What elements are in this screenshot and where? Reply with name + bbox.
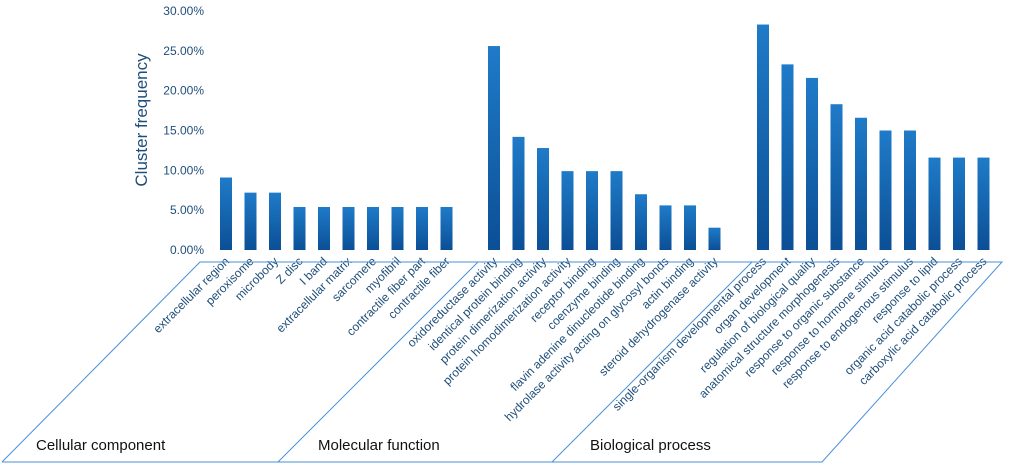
bar [440,206,453,250]
y-tick-label: 0.00% [170,243,204,257]
bar [512,136,525,250]
y-tick-label: 25.00% [163,44,204,58]
bar [659,205,672,250]
molecular-function-panel [278,261,754,463]
category-labels: extracellular regionperoxisomemicrobodyZ… [151,254,990,424]
bar [781,64,794,250]
bar [416,206,428,250]
bar [806,77,818,250]
y-tick-label: 5.00% [170,203,204,217]
y-tick-label: 30.00% [163,4,204,18]
group-label-cellular-component: Cellular component [36,437,166,454]
group-label-molecular-function: Molecular function [318,437,440,454]
bar [977,157,990,250]
bar [561,171,574,250]
bar [269,192,281,250]
bar [830,104,843,251]
y-tick-label: 10.00% [163,163,204,177]
bar [367,206,379,250]
bar [684,205,696,250]
bar [293,206,306,250]
bar [537,148,549,250]
group-label-biological-process: Biological process [590,437,711,454]
bar [610,171,623,250]
bar [904,130,916,250]
bar [635,194,647,250]
y-tick-label: 20.00% [163,84,204,98]
bar [220,177,232,250]
y-tick-label: 15.00% [163,124,204,138]
y-axis-ticks: 0.00% 5.00% 10.00% 15.00% 20.00% 25.00% 30.00% [163,4,204,257]
bar [953,157,965,250]
y-axis-label: Cluster frequency [132,53,151,187]
bar [244,192,257,250]
biological-process-panel [552,261,1004,463]
bar [586,171,598,250]
bars [220,24,990,251]
bar [342,206,355,250]
bar [708,227,721,250]
bar [391,206,404,250]
group-dividers [1,261,1004,463]
bar [879,130,892,250]
bar [318,206,330,250]
bar [488,46,500,251]
bar [928,157,941,250]
bar [757,24,769,250]
bar [855,117,867,251]
